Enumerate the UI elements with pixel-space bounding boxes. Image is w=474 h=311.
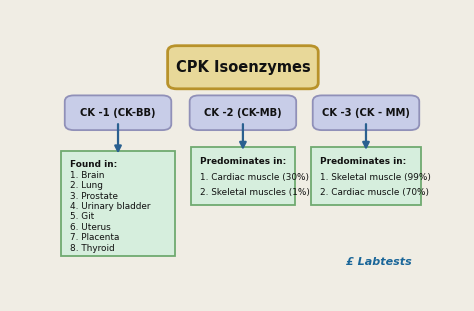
FancyBboxPatch shape bbox=[313, 95, 419, 130]
Text: CK -3 (CK - MM): CK -3 (CK - MM) bbox=[322, 108, 410, 118]
Text: £ Labtests: £ Labtests bbox=[346, 257, 412, 267]
Text: 2. Lung: 2. Lung bbox=[70, 181, 103, 190]
FancyBboxPatch shape bbox=[61, 151, 175, 257]
Text: Predominates in:: Predominates in: bbox=[320, 157, 406, 166]
Text: 5. Git: 5. Git bbox=[70, 212, 94, 221]
Text: 1. Skeletal muscle (99%): 1. Skeletal muscle (99%) bbox=[320, 173, 431, 182]
Text: CK -2 (CK-MB): CK -2 (CK-MB) bbox=[204, 108, 282, 118]
FancyBboxPatch shape bbox=[168, 46, 318, 89]
FancyBboxPatch shape bbox=[191, 147, 295, 205]
Text: 2. Cardiac muscle (70%): 2. Cardiac muscle (70%) bbox=[320, 188, 429, 197]
Text: 8. Thyroid: 8. Thyroid bbox=[70, 244, 115, 253]
Text: 4. Urinary bladder: 4. Urinary bladder bbox=[70, 202, 151, 211]
Text: 3. Prostate: 3. Prostate bbox=[70, 192, 118, 201]
Text: CK -1 (CK-BB): CK -1 (CK-BB) bbox=[80, 108, 156, 118]
Text: 6. Uterus: 6. Uterus bbox=[70, 223, 111, 232]
Text: 1. Brain: 1. Brain bbox=[70, 171, 105, 180]
Text: Found in:: Found in: bbox=[70, 160, 118, 169]
FancyBboxPatch shape bbox=[311, 147, 421, 205]
Text: 7. Placenta: 7. Placenta bbox=[70, 233, 119, 242]
Text: 2. Skeletal muscles (1%): 2. Skeletal muscles (1%) bbox=[200, 188, 310, 197]
Text: Predominates in:: Predominates in: bbox=[200, 157, 286, 166]
FancyBboxPatch shape bbox=[190, 95, 296, 130]
FancyBboxPatch shape bbox=[65, 95, 171, 130]
Text: 1. Cardiac muscle (30%): 1. Cardiac muscle (30%) bbox=[200, 173, 309, 182]
Text: CPK Isoenzymes: CPK Isoenzymes bbox=[175, 60, 310, 75]
